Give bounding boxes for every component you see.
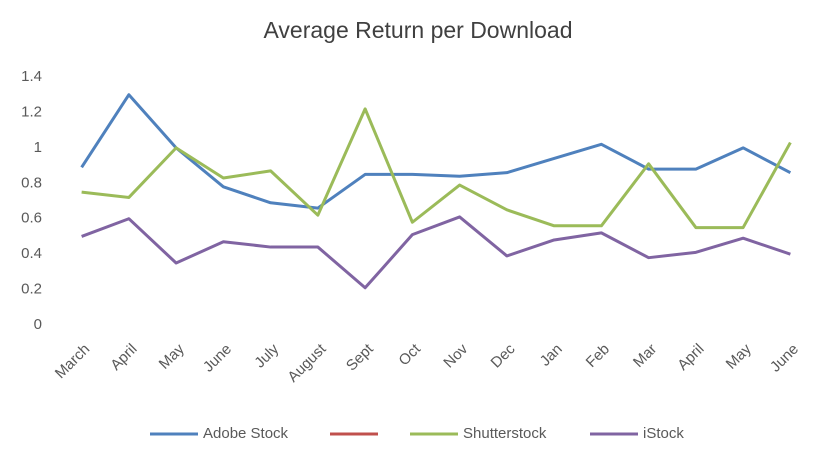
x-tick-label: March [52, 341, 93, 382]
y-tick-label: 0 [34, 316, 42, 333]
series-line [81, 107, 792, 230]
x-tick-label: Sept [343, 340, 377, 374]
series-line [80, 93, 792, 210]
legend-label: iStock [643, 425, 684, 442]
series-line [81, 215, 791, 290]
x-tick-label: April [674, 341, 707, 374]
x-tick-label: Dec [488, 340, 519, 371]
y-tick-label: 0.2 [21, 281, 42, 298]
chart-title: Average Return per Download [264, 17, 573, 43]
legend-label: Shutterstock [463, 425, 547, 442]
y-tick-label: 0.8 [21, 174, 42, 191]
x-tick-label: May [723, 340, 755, 372]
x-tick-label: Nov [440, 340, 471, 371]
x-tick-label: August [284, 340, 330, 386]
x-tick-label: Feb [583, 341, 613, 371]
y-tick-label: 0.6 [21, 210, 42, 227]
x-tick-label: Oct [395, 340, 424, 369]
x-tick-label: July [251, 340, 282, 371]
x-tick-label: May [156, 340, 188, 372]
y-tick-label: 0.4 [21, 245, 42, 262]
legend-label: Adobe Stock [203, 425, 289, 442]
y-tick-label: 1 [34, 139, 42, 156]
y-tick-label: 1.2 [21, 103, 42, 120]
x-tick-label: Jan [537, 341, 566, 370]
x-tick-label: June [200, 341, 235, 376]
x-tick-label: June [767, 341, 802, 376]
y-tick-label: 1.4 [21, 68, 42, 85]
x-tick-label: Mar [630, 341, 660, 371]
x-tick-label: April [107, 341, 140, 374]
